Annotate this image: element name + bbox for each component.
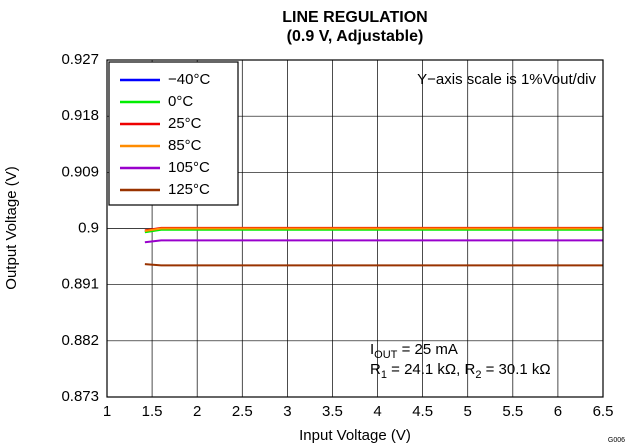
legend-label: 105°C (168, 159, 210, 176)
series-line (144, 227, 603, 232)
y-axis-label: Output Voltage (V) (3, 166, 20, 289)
x-tick-label: 1 (103, 403, 111, 420)
y-tick-label: 0.882 (61, 332, 99, 349)
x-tick-label: 3 (283, 403, 291, 420)
legend: −40°C 0°C 25°C 85°C 105°C 125°C (108, 61, 239, 206)
y-tick-label: 0.891 (61, 276, 99, 293)
chart-subtitle: (0.9 V, Adjustable) (287, 28, 424, 45)
series-line (144, 263, 603, 267)
chart-title: LINE REGULATION (282, 9, 427, 26)
x-tick-label: 5.5 (502, 403, 523, 420)
x-tick-label: 3.5 (322, 403, 343, 420)
plot-frame (106, 59, 604, 398)
legend-label: 125°C (168, 181, 210, 198)
x-tick-label: 6.5 (593, 403, 614, 420)
y-tick-label: 0.927 (61, 51, 99, 68)
figure-id: G006 (608, 437, 625, 444)
resistor-note: R1 = 24.1 kΩ, R2 = 30.1 kΩ (370, 361, 551, 381)
y-tick-label: 0.909 (61, 163, 99, 180)
x-tick-label: 1.5 (142, 403, 163, 420)
x-tick-label: 5 (464, 403, 472, 420)
lines (144, 226, 603, 267)
legend-label: 0°C (168, 93, 193, 110)
y-tick-label: 0.9 (78, 219, 99, 236)
scale-note: Y−axis scale is 1%Vout/div (417, 71, 596, 88)
x-axis-label: Input Voltage (V) (299, 427, 411, 444)
iout-note: IOUT = 25 mA (370, 341, 458, 361)
x-tick-label: 6 (554, 403, 562, 420)
x-tick-label: 2 (193, 403, 201, 420)
y-tick-label: 0.918 (61, 107, 99, 124)
legend-label: 85°C (168, 137, 202, 154)
legend-label: 25°C (168, 115, 202, 132)
series-line (144, 228, 603, 234)
y-tick-label: 0.873 (61, 388, 99, 405)
x-tick-label: 2.5 (232, 403, 253, 420)
legend-box (108, 61, 239, 206)
x-tick-label: 4.5 (412, 403, 433, 420)
legend-label: −40°C (168, 71, 210, 88)
series-line (144, 239, 603, 244)
x-tick-label: 4 (373, 403, 381, 420)
